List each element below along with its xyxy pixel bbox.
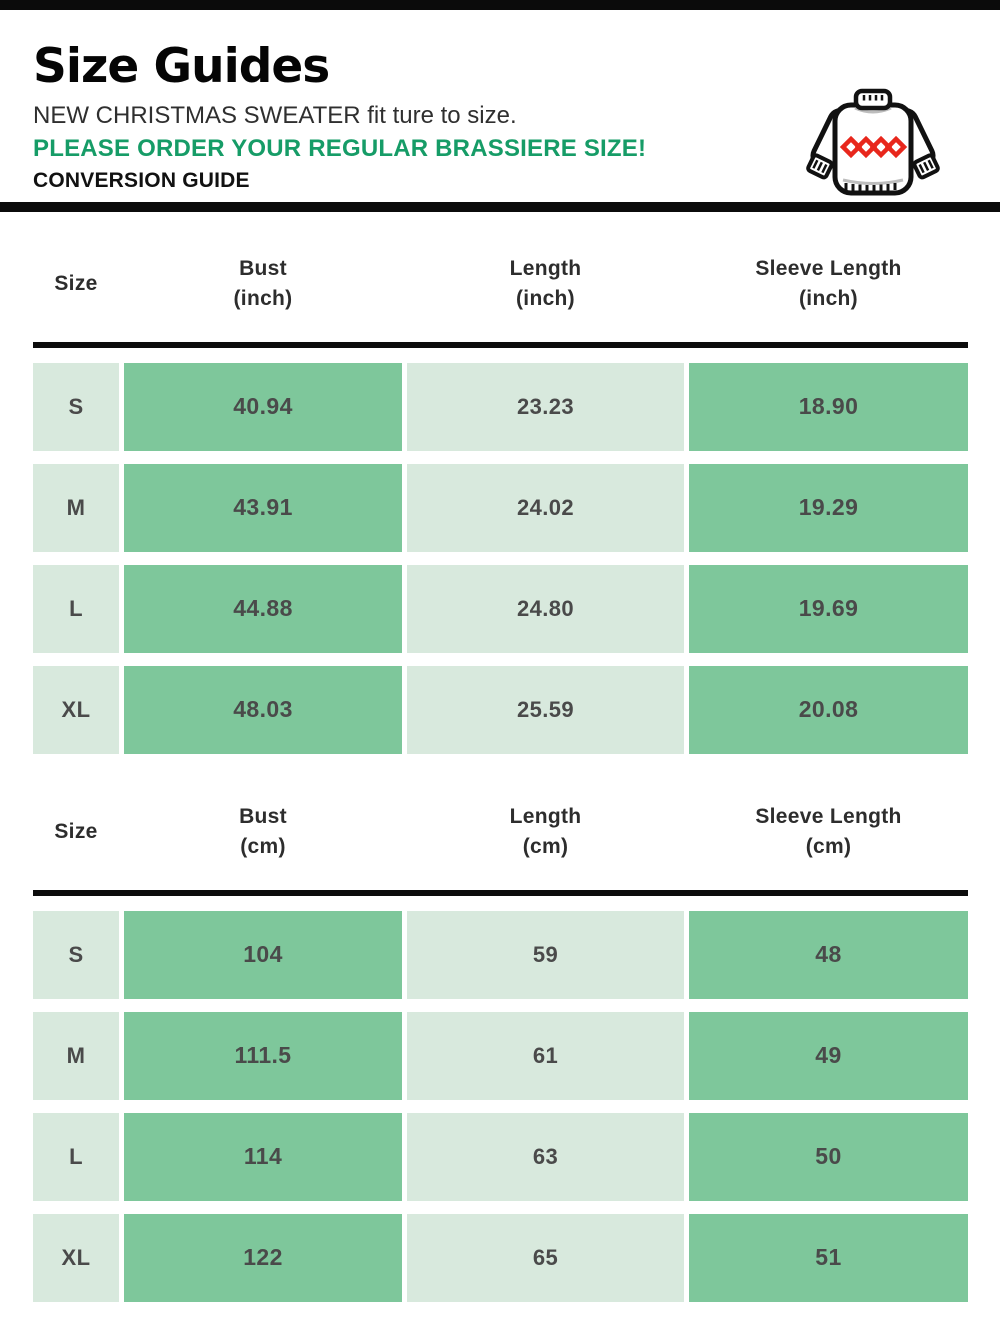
length-cell: 24.02 bbox=[407, 463, 684, 552]
sleeve-cell: 51 bbox=[689, 1213, 968, 1302]
length-cell: 23.23 bbox=[407, 362, 684, 451]
table-header-row: Size Bust (inch) Length (inch) Sleeve Leng… bbox=[33, 212, 968, 342]
size-cell: XL bbox=[33, 665, 119, 754]
column-header-sleeve-length: Sleeve Length (inch) bbox=[755, 256, 902, 310]
column-header-bust: Bust (cm) bbox=[239, 804, 287, 858]
length-cell: 59 bbox=[407, 910, 684, 999]
column-header-bust: Bust (inch) bbox=[233, 256, 293, 310]
bust-cell: 44.88 bbox=[124, 564, 402, 653]
size-cell: M bbox=[33, 463, 119, 552]
table-header-row: Size Bust (cm) Length (cm) Sleeve Length (c… bbox=[33, 754, 968, 890]
bust-cell: 40.94 bbox=[124, 362, 402, 451]
christmas-sweater-icon bbox=[798, 87, 948, 217]
column-header-size: Size bbox=[54, 271, 98, 295]
bust-cell: 43.91 bbox=[124, 463, 402, 552]
size-cell: L bbox=[33, 1112, 119, 1201]
size-table-inch: Size Bust (inch) Length (inch) Sleeve Leng… bbox=[33, 212, 968, 754]
length-cell: 24.80 bbox=[407, 564, 684, 653]
sleeve-cell: 20.08 bbox=[689, 665, 968, 754]
size-cell: S bbox=[33, 910, 119, 999]
size-cell: M bbox=[33, 1011, 119, 1100]
sleeve-cell: 50 bbox=[689, 1112, 968, 1201]
bust-cell: 114 bbox=[124, 1112, 402, 1201]
length-cell: 25.59 bbox=[407, 665, 684, 754]
bust-cell: 104 bbox=[124, 910, 402, 999]
table-body: S 40.94 23.23 18.90 M 43.91 24.02 19.29 … bbox=[33, 362, 968, 754]
sleeve-cell: 18.90 bbox=[689, 362, 968, 451]
size-cell: S bbox=[33, 362, 119, 451]
column-header-sleeve-length: Sleeve Length (cm) bbox=[755, 804, 902, 858]
fit-subtitle: NEW CHRISTMAS SWEATER fit ture to size. bbox=[33, 101, 517, 129]
sleeve-cell: 19.69 bbox=[689, 564, 968, 653]
top-border-bar bbox=[0, 0, 1000, 10]
column-header-length: Length (cm) bbox=[509, 804, 582, 858]
bust-cell: 48.03 bbox=[124, 665, 402, 754]
length-cell: 63 bbox=[407, 1112, 684, 1201]
sleeve-cell: 49 bbox=[689, 1011, 968, 1100]
size-table-cm: Size Bust (cm) Length (cm) Sleeve Length (c… bbox=[33, 754, 968, 1302]
length-cell: 61 bbox=[407, 1011, 684, 1100]
page-title: Size Guides bbox=[33, 39, 330, 94]
column-header-size: Size bbox=[54, 819, 98, 843]
header-divider-bar bbox=[0, 201, 1000, 212]
bust-cell: 111.5 bbox=[124, 1011, 402, 1100]
header-rule bbox=[33, 341, 968, 348]
size-cell: XL bbox=[33, 1213, 119, 1302]
size-cell: L bbox=[33, 564, 119, 653]
length-cell: 65 bbox=[407, 1213, 684, 1302]
conversion-guide-label: CONVERSION GUIDE bbox=[33, 168, 250, 192]
sleeve-cell: 19.29 bbox=[689, 463, 968, 552]
sleeve-cell: 48 bbox=[689, 910, 968, 999]
order-notice: PLEASE ORDER YOUR REGULAR BRASSIERE SIZE… bbox=[33, 134, 647, 162]
bust-cell: 122 bbox=[124, 1213, 402, 1302]
header-rule bbox=[33, 889, 968, 896]
table-body: S 104 59 48 M 111.5 61 49 L 114 63 50 XL… bbox=[33, 910, 968, 1302]
column-header-length: Length (inch) bbox=[509, 256, 582, 310]
header: Size Guides NEW CHRISTMAS SWEATER fit tu… bbox=[0, 39, 1000, 196]
